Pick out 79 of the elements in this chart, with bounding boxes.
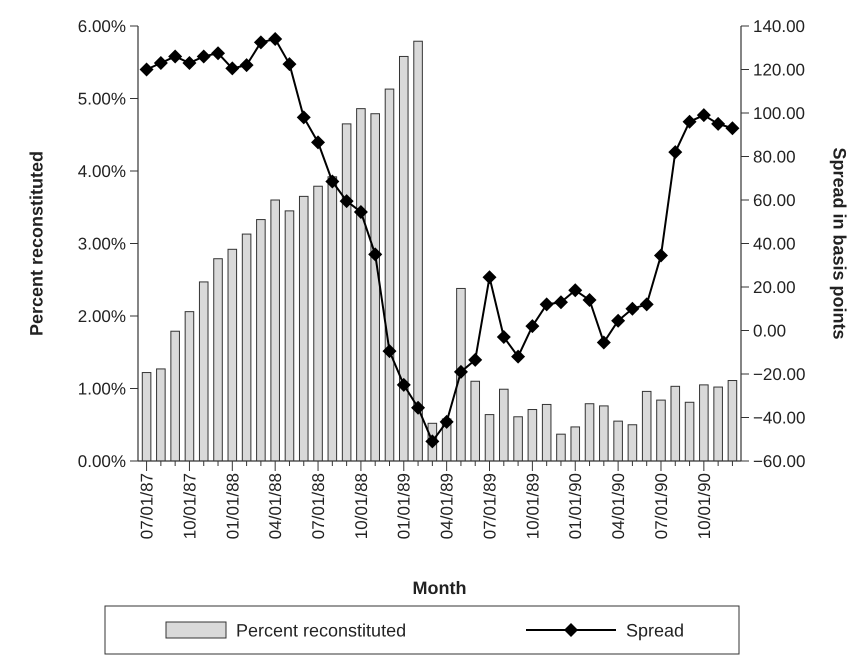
- x-tick-label: 07/01/90: [652, 473, 671, 540]
- point: [540, 297, 554, 312]
- point: [425, 434, 440, 448]
- legend-label: Spread: [626, 620, 684, 640]
- point: [582, 293, 597, 308]
- y-tick-label: 6.00%: [78, 16, 126, 36]
- point: [596, 335, 611, 350]
- y2-tick-label: 140.00: [753, 16, 805, 36]
- point: [182, 56, 196, 70]
- point: [225, 61, 240, 76]
- x-tick-label: 01/01/88: [223, 473, 242, 540]
- x-tick-label: 01/01/89: [394, 473, 414, 540]
- x-tick-label: 04/01/89: [438, 473, 457, 540]
- point: [525, 319, 540, 334]
- point: [482, 270, 497, 284]
- x-tick-label: 07/01/89: [480, 473, 500, 540]
- point: [511, 350, 526, 364]
- point: [554, 295, 568, 310]
- x-tick-label: 04/01/90: [609, 473, 628, 540]
- y2-tick-label: 100.00: [753, 104, 805, 123]
- y2-tick-label: 80.00: [753, 147, 796, 166]
- y2-tick-label: −20.00: [753, 364, 806, 384]
- point: [440, 414, 454, 429]
- point: [696, 108, 711, 122]
- point: [654, 248, 668, 262]
- point: [396, 378, 411, 392]
- y-tick-label: 5.00%: [78, 89, 126, 108]
- legend-label: Percent reconstituted: [236, 620, 406, 640]
- point: [454, 364, 468, 379]
- y2-tick-label: −60.00: [753, 452, 806, 471]
- x-axis-title: Month: [412, 578, 466, 598]
- y2-axis-title: Spread in basis points: [830, 147, 850, 340]
- point: [340, 194, 354, 208]
- point: [296, 110, 311, 124]
- x-tick-label: 10/01/90: [694, 473, 714, 540]
- x-tick-label: 10/01/89: [523, 473, 542, 540]
- y2-tick-label: 40.00: [753, 234, 796, 254]
- point: [240, 58, 254, 72]
- y2-tick-label: 0.00: [753, 321, 786, 340]
- y-tick-label: 2.00%: [78, 306, 126, 326]
- point: [140, 62, 154, 76]
- point: [682, 114, 697, 129]
- y-axis-title: Percent reconstituted: [26, 150, 46, 336]
- point: [640, 297, 654, 312]
- y-tick-label: 4.00%: [78, 162, 126, 181]
- point: [611, 314, 626, 328]
- x-tick-label: 10/01/87: [180, 473, 200, 540]
- point: [496, 330, 511, 344]
- point: [268, 32, 282, 46]
- point: [196, 49, 211, 64]
- point: [382, 344, 396, 358]
- point: [211, 46, 226, 60]
- x-tick-label: 07/01/87: [138, 473, 157, 540]
- point: [354, 204, 368, 219]
- y-tick-label: 3.00%: [78, 234, 126, 254]
- point: [254, 35, 268, 50]
- point: [468, 352, 482, 367]
- x-tick-label: 04/01/88: [266, 473, 286, 540]
- point: [411, 400, 426, 415]
- y-tick-label: 0.00%: [78, 452, 126, 471]
- x-tick-label: 01/01/90: [566, 473, 586, 540]
- point: [625, 302, 640, 316]
- y2-tick-label: −40.00: [753, 408, 806, 428]
- point: [711, 116, 726, 131]
- point: [725, 121, 740, 136]
- point: [154, 56, 168, 70]
- point: [368, 247, 382, 262]
- point: [668, 145, 682, 160]
- point: [568, 283, 582, 298]
- point: [282, 57, 296, 72]
- point: [311, 135, 326, 150]
- y2-tick-label: 20.00: [753, 278, 796, 297]
- x-tick-label: 10/01/88: [352, 473, 371, 540]
- y2-tick-label: 60.00: [753, 190, 796, 210]
- point: [168, 49, 182, 64]
- point: [325, 174, 340, 189]
- x-tick-label: 07/01/88: [308, 473, 328, 540]
- y-tick-label: 1.00%: [78, 379, 126, 398]
- y2-tick-label: 120.00: [753, 60, 805, 80]
